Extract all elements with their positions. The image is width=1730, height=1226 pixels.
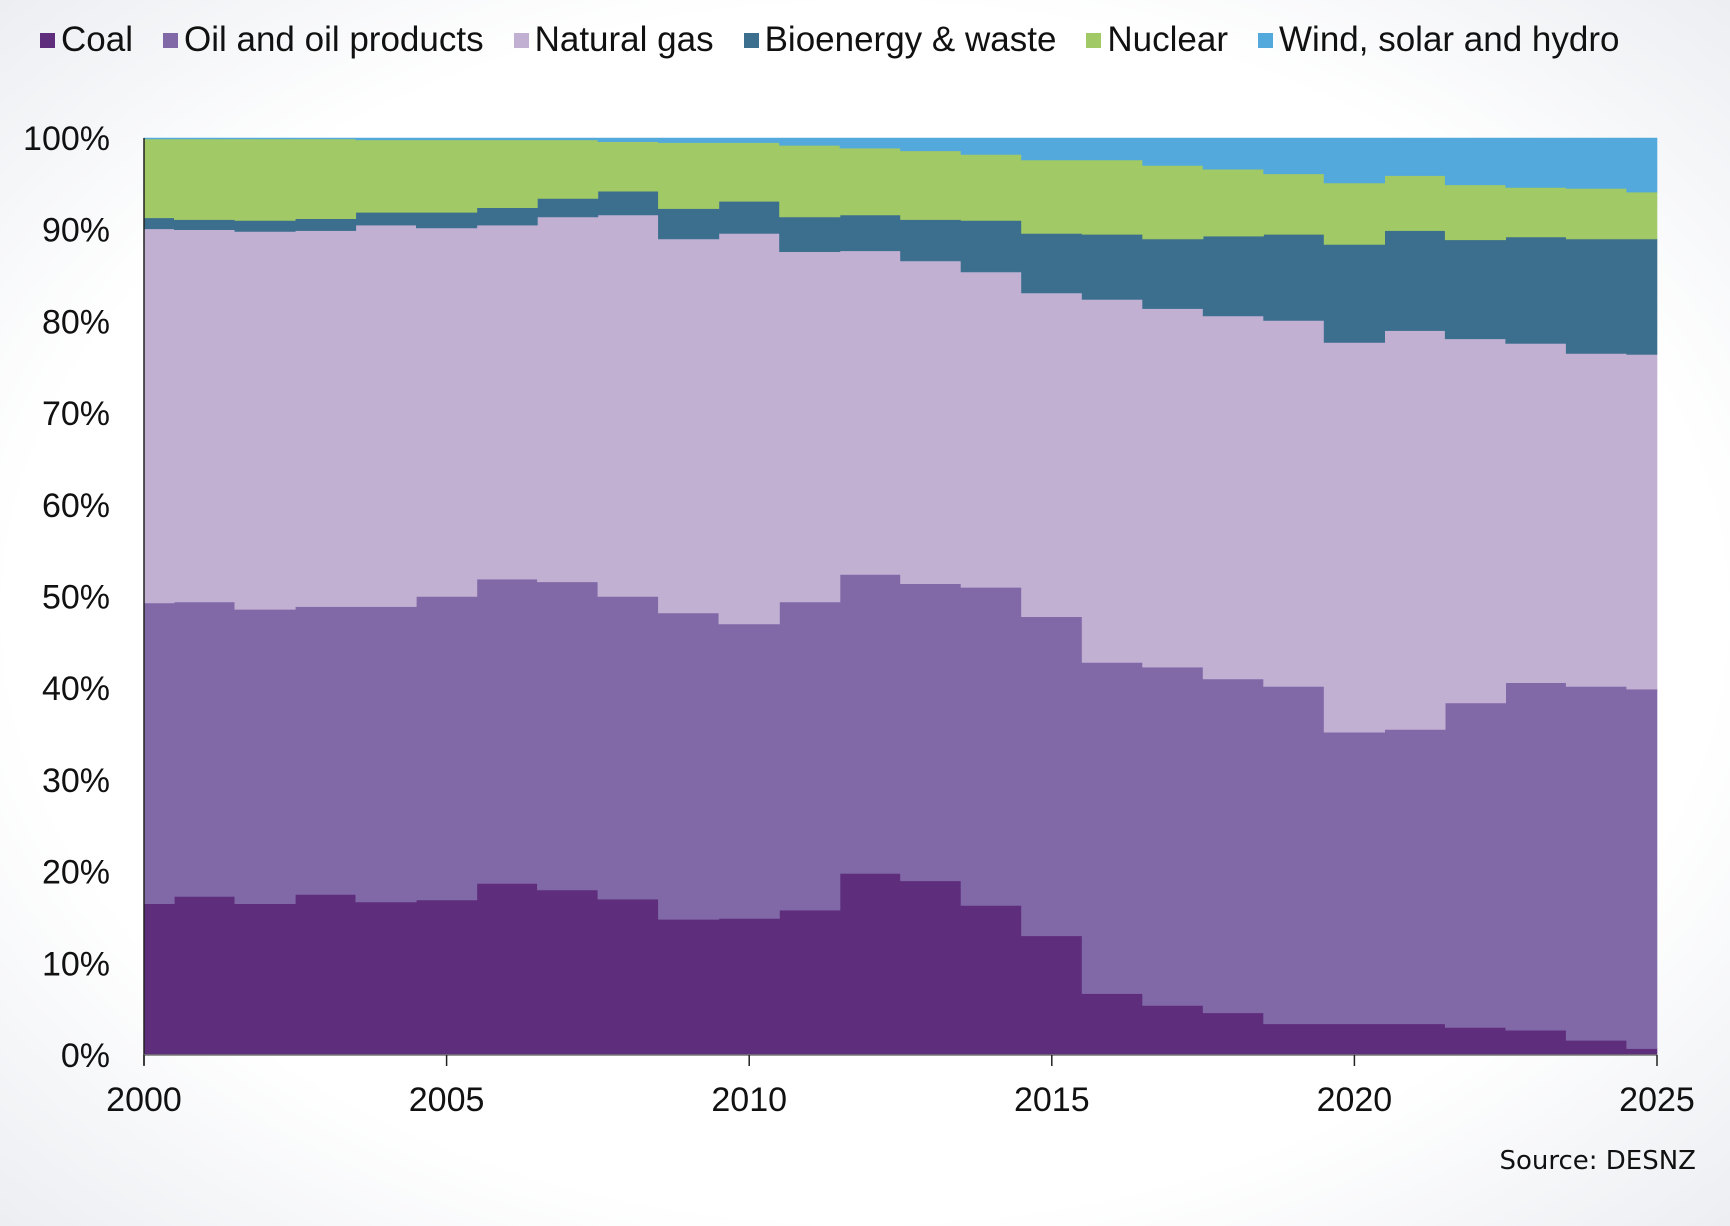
axes xyxy=(143,138,1657,1065)
y-tick-label: 90% xyxy=(42,212,110,250)
y-tick-label: 80% xyxy=(42,303,110,341)
y-tick-label: 10% xyxy=(42,945,110,983)
legend-label: Coal xyxy=(61,20,133,59)
legend-item-oil-and-oil-products: Oil and oil products xyxy=(162,20,484,60)
chart-legend: Coal Oil and oil products Natural gas Bioen… xyxy=(40,18,1649,62)
legend-swatch xyxy=(513,32,529,48)
legend-label: Wind, solar and hydro xyxy=(1279,20,1620,59)
legend-label: Bioenergy & waste xyxy=(764,20,1057,59)
legend-swatch xyxy=(162,32,178,48)
y-tick-label: 0% xyxy=(61,1037,110,1075)
x-tick-label: 2000 xyxy=(106,1081,182,1119)
y-tick-label: 20% xyxy=(42,854,110,892)
source-note: Source: DESNZ xyxy=(1499,1146,1696,1176)
x-tick-label: 2010 xyxy=(711,1081,787,1119)
legend-label: Natural gas xyxy=(534,20,714,59)
y-tick-label: 60% xyxy=(42,487,110,525)
x-tick-label: 2020 xyxy=(1317,1081,1393,1119)
legend-swatch xyxy=(1086,32,1102,48)
series-areas xyxy=(143,137,1658,1056)
x-tick-label: 2025 xyxy=(1619,1081,1695,1119)
y-tick-label: 40% xyxy=(42,670,110,708)
legend-item-natural-gas: Natural gas xyxy=(513,20,714,60)
legend-swatch xyxy=(743,32,759,48)
legend-item-bioenergy-waste: Bioenergy & waste xyxy=(743,20,1057,60)
legend-item-nuclear: Nuclear xyxy=(1086,20,1228,60)
legend-item-coal: Coal xyxy=(40,20,133,60)
x-tick-label: 2005 xyxy=(409,1081,485,1119)
x-axis-ticks: 2000 2005 2010 2015 2020 2025 xyxy=(106,1055,1695,1119)
legend-swatch xyxy=(1258,32,1274,48)
legend-label: Nuclear xyxy=(1107,20,1229,59)
y-tick-label: 30% xyxy=(42,762,110,800)
y-tick-label: 70% xyxy=(42,395,110,433)
y-axis-ticks: 0% 10% 20% 30% 40% 50% 60% 70% 80% 90% 100% xyxy=(23,120,110,1075)
legend-label: Oil and oil products xyxy=(183,20,484,59)
area-wind-solar-and-hydro xyxy=(143,137,1658,193)
y-tick-label: 100% xyxy=(23,120,110,158)
legend-swatch xyxy=(40,32,55,48)
y-tick-label: 50% xyxy=(42,579,110,617)
x-tick-label: 2015 xyxy=(1014,1081,1090,1119)
legend-item-wind-solar-and-hydro: Wind, solar and hydro xyxy=(1258,20,1619,60)
